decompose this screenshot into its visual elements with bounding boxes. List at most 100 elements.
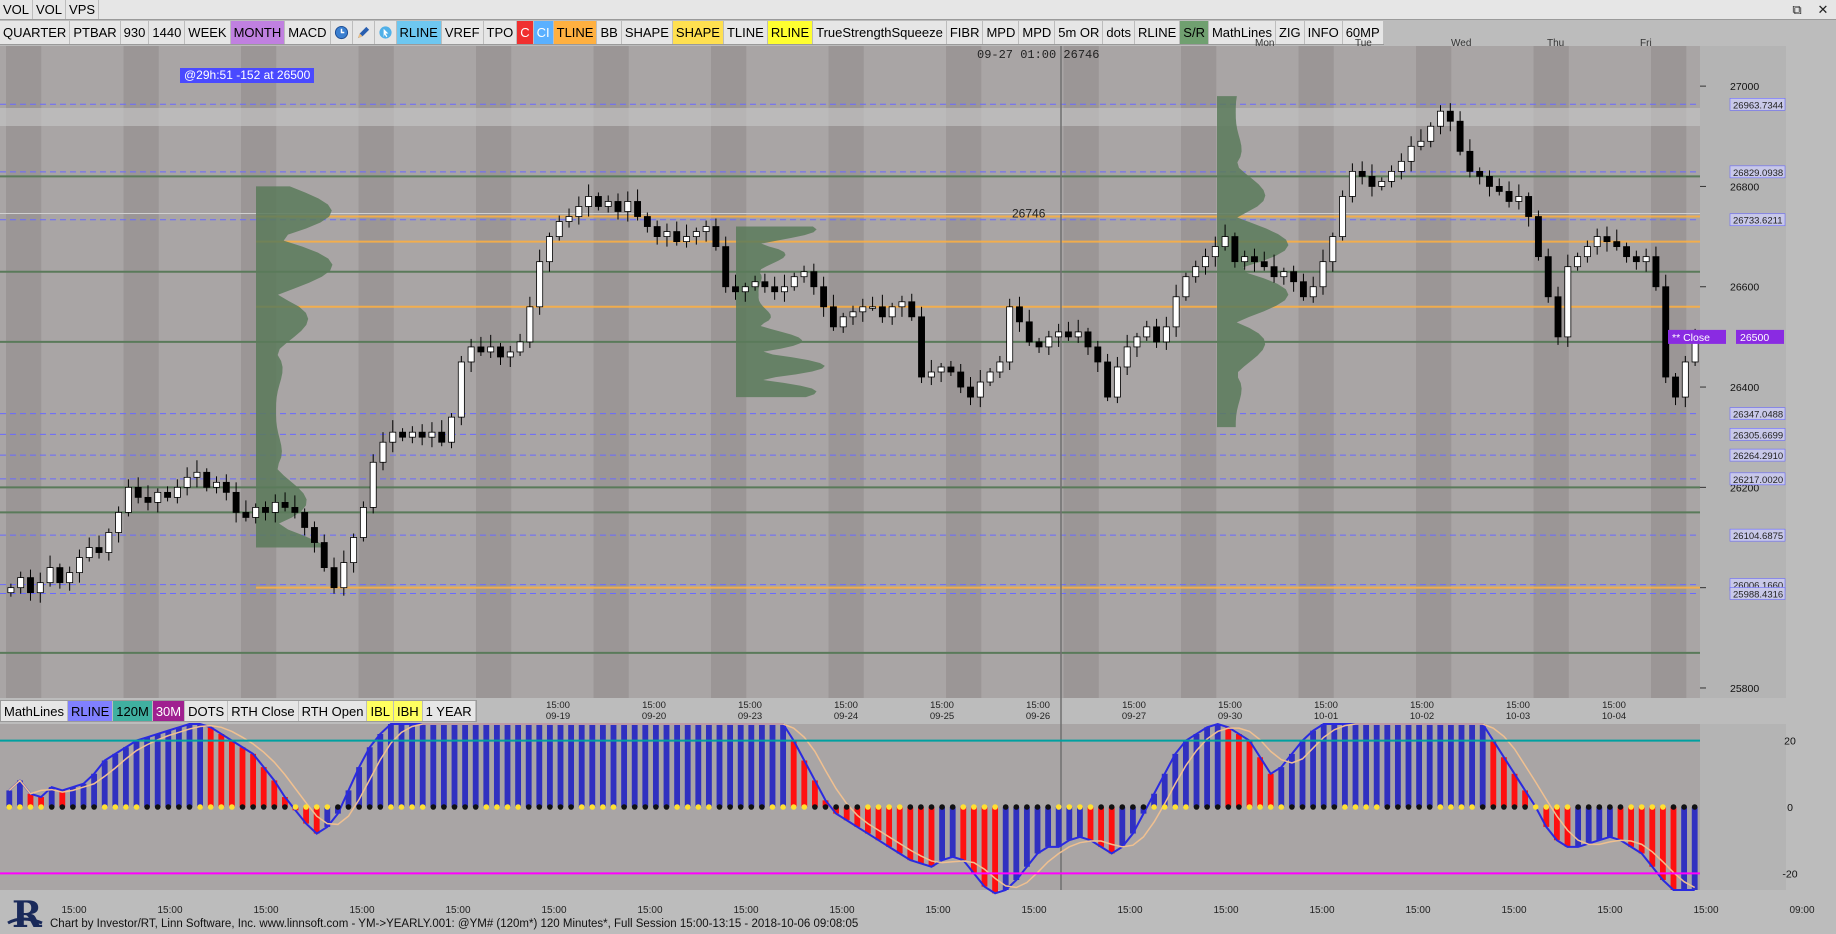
toolbar-truestrengthsqueeze-button[interactable]: TrueStrengthSqueeze xyxy=(813,21,947,44)
level-label: 25988.4316 xyxy=(1733,589,1783,600)
x-bottom-time-label: 15:00 xyxy=(1117,905,1142,916)
indicator-rline-button[interactable]: RLINE xyxy=(67,701,114,721)
candle-body xyxy=(898,301,906,308)
candle-body xyxy=(624,201,632,212)
x-bottom-time-label: 15:00 xyxy=(925,905,950,916)
squeeze-dot xyxy=(1077,804,1083,810)
session-stripe xyxy=(1416,46,1452,698)
toolbar-month-button[interactable]: MONTH xyxy=(230,21,286,44)
toolbar-info-button[interactable]: INFO xyxy=(1305,21,1343,44)
indicator-rth-open-button[interactable]: RTH Open xyxy=(299,701,368,721)
squeeze-dot xyxy=(388,804,394,810)
candle-body xyxy=(526,306,534,343)
toolbar-mathlines-button[interactable]: MathLines xyxy=(1209,21,1276,44)
squeeze-dot xyxy=(1532,804,1539,810)
indicator-ibh-button[interactable]: IBH xyxy=(394,701,423,721)
squeeze-dot xyxy=(430,804,437,810)
toolbar-button-label: VREF xyxy=(444,25,480,40)
toolbar-1440-button[interactable]: 1440 xyxy=(149,21,186,44)
toolbar-60mp-button[interactable]: 60MP xyxy=(1343,21,1384,44)
squeeze-dot xyxy=(154,804,161,810)
toolbar-mpd-button[interactable]: MPD xyxy=(1019,21,1056,44)
squeeze-dot xyxy=(1130,804,1136,810)
candle-body xyxy=(908,301,916,318)
candle-body xyxy=(291,507,299,513)
tab-vol-1[interactable]: VOL xyxy=(33,0,67,19)
level-label: 26347.0488 xyxy=(1733,410,1783,421)
squeeze-dot xyxy=(197,804,203,810)
candle-body xyxy=(986,371,994,383)
toolbar-mpd-button[interactable]: MPD xyxy=(983,21,1020,44)
squeeze-dot xyxy=(6,804,13,810)
toolbar-vref-button[interactable]: VREF xyxy=(442,21,484,44)
toolbar-week-button[interactable]: WEEK xyxy=(185,21,231,44)
toolbar-bb-button[interactable]: BB xyxy=(597,21,622,44)
candle-body xyxy=(878,306,886,318)
indicator-mathlines-button[interactable]: MathLines xyxy=(1,701,68,721)
squeeze-dot xyxy=(1363,804,1369,810)
squeeze-dot xyxy=(1140,804,1147,810)
toolbar-s-r-button[interactable]: S/R xyxy=(1180,21,1209,44)
clock-icon[interactable] xyxy=(331,21,353,44)
x-date-label: 09-19 xyxy=(546,711,570,722)
candle-body xyxy=(497,346,504,358)
squeeze-dot xyxy=(1342,804,1348,810)
toolbar-shape-button[interactable]: SHAPE xyxy=(622,21,673,44)
squeeze-dot xyxy=(419,804,426,810)
svg-text:R: R xyxy=(12,894,43,933)
candle-body xyxy=(702,226,710,232)
toolbar-button-label: SHAPE xyxy=(624,25,669,40)
squeeze-dot xyxy=(600,804,606,810)
indicator-120m-button[interactable]: 120M xyxy=(113,701,153,721)
cursor-icon[interactable] xyxy=(375,21,397,44)
indicator-30m-button[interactable]: 30M xyxy=(152,701,186,721)
candle-body xyxy=(996,361,1004,373)
toolbar-rline-button[interactable]: RLINE xyxy=(1135,21,1181,44)
indicator-ibl-button[interactable]: IBL xyxy=(367,701,394,721)
indicator-rth-close-button[interactable]: RTH Close xyxy=(228,701,299,721)
candle-body xyxy=(242,512,250,518)
toolbar-930-button[interactable]: 930 xyxy=(121,21,150,44)
candle-body xyxy=(379,441,387,463)
squeeze-dot xyxy=(282,804,288,810)
candle-body xyxy=(692,231,700,237)
toolbar-ci-button[interactable]: CI xyxy=(533,21,554,44)
candle-body xyxy=(1525,196,1533,217)
x-time-label: 15:00 xyxy=(546,700,570,711)
toolbar-zig-button[interactable]: ZIG xyxy=(1276,21,1305,44)
indicator-1-year-button[interactable]: 1 YEAR xyxy=(423,701,476,721)
squeeze-dot xyxy=(1119,804,1126,810)
toolbar-dots-button[interactable]: dots xyxy=(1103,21,1135,44)
pencil-icon[interactable] xyxy=(353,21,375,44)
toolbar-fibr-button[interactable]: FIBR xyxy=(947,21,984,44)
toolbar-rline-button[interactable]: RLINE xyxy=(396,21,442,44)
squeeze-dot xyxy=(621,804,627,810)
toolbar-button-label: RLINE xyxy=(1138,25,1177,40)
toolbar-tline-button[interactable]: TLINE xyxy=(553,21,598,44)
toolbar-rline-button[interactable]: RLINE xyxy=(767,21,814,44)
toolbar-c-button[interactable]: C xyxy=(517,21,534,44)
candle-body xyxy=(7,587,15,594)
level-label-box xyxy=(1729,472,1786,486)
candle-body xyxy=(643,216,651,227)
candle-body xyxy=(330,567,338,589)
indicator-dots-button[interactable]: DOTS xyxy=(185,701,229,721)
toolbar-5m-or-button[interactable]: 5m OR xyxy=(1055,21,1104,44)
toolbar-ptbar-button[interactable]: PTBAR xyxy=(70,21,121,44)
toolbar-shape-button[interactable]: SHAPE xyxy=(672,21,724,44)
restore-icon[interactable]: ⧉ xyxy=(1792,2,1802,18)
tab-vol-0[interactable]: VOL xyxy=(0,0,34,19)
toolbar-macd-button[interactable]: MACD xyxy=(285,21,331,44)
indicator-panel xyxy=(0,722,1700,895)
y-tick-label: 25800 xyxy=(1730,683,1759,695)
close-icon[interactable]: ✕ xyxy=(1817,2,1829,18)
toolbar-button-label: QUARTER xyxy=(3,25,67,40)
squeeze-dot xyxy=(271,804,278,810)
squeeze-dot xyxy=(939,804,945,810)
toolbar-tpo-button[interactable]: TPO xyxy=(484,21,518,44)
candle-body xyxy=(1299,281,1307,298)
tab-vps-2[interactable]: VPS xyxy=(66,0,100,19)
squeeze-dot xyxy=(1098,804,1104,810)
toolbar-quarter-button[interactable]: QUARTER xyxy=(0,21,71,44)
toolbar-tline-button[interactable]: TLINE xyxy=(724,21,768,44)
